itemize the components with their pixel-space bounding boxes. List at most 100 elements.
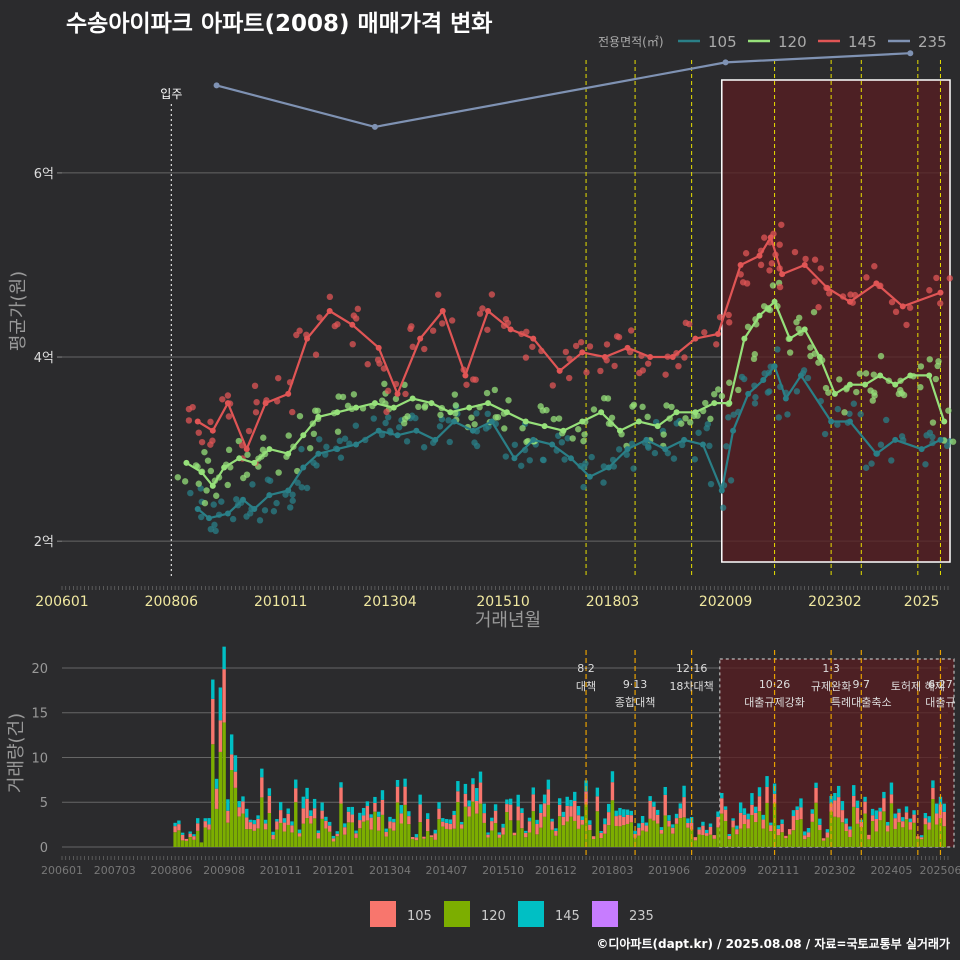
volume-bar <box>305 818 309 847</box>
scatter-point <box>296 412 304 420</box>
series-point-145 <box>873 280 880 287</box>
volume-bar <box>693 840 698 847</box>
volume-bar <box>324 816 328 821</box>
scatter-point <box>240 474 247 482</box>
series-point-145 <box>285 390 292 397</box>
volume-bar <box>765 776 769 787</box>
scatter-point <box>298 484 305 491</box>
scatter-point <box>572 342 580 350</box>
volume-bar <box>316 832 321 839</box>
scatter-point <box>334 428 342 435</box>
volume-bar <box>512 835 517 847</box>
scatter-point <box>384 387 392 395</box>
volume-bar <box>486 832 490 835</box>
volume-bar <box>934 803 939 814</box>
volume-bar <box>870 821 875 847</box>
volume-bar <box>226 822 230 847</box>
scatter-point <box>682 415 689 422</box>
volume-bar <box>331 835 336 839</box>
volume-bar <box>373 811 377 847</box>
series-point-105 <box>375 427 382 434</box>
scatter-point <box>378 431 386 439</box>
volume-bar <box>361 807 366 816</box>
volume-bar <box>931 787 935 800</box>
scatter-point <box>326 293 334 301</box>
scatter-point <box>681 354 688 361</box>
scatter-point <box>583 369 590 376</box>
volume-bar <box>754 806 758 813</box>
scatter-point <box>726 319 733 326</box>
scatter-point <box>519 424 526 432</box>
volume-bar <box>441 821 445 827</box>
volume-bar <box>565 821 569 847</box>
volume-bar <box>667 820 671 827</box>
volume-bar <box>576 806 581 816</box>
volume-bar <box>327 825 332 832</box>
volume-bar <box>720 798 724 814</box>
scatter-point <box>245 427 253 435</box>
volume-bar <box>655 823 660 847</box>
volume-bar <box>655 809 660 815</box>
volume-bar <box>923 824 928 847</box>
volume-bar <box>878 811 882 821</box>
scatter-point <box>582 460 589 467</box>
scatter-point <box>518 462 525 469</box>
volume-bar <box>742 814 747 825</box>
scatter-point <box>201 448 208 456</box>
volume-bar <box>761 814 765 820</box>
x-tick-label: 200806 <box>150 864 192 877</box>
volume-bar <box>652 806 656 821</box>
volume-bar <box>531 787 535 795</box>
volume-bar <box>196 823 200 831</box>
scatter-point <box>402 390 409 398</box>
volume-bar <box>840 822 845 847</box>
volume-bar <box>840 801 845 811</box>
volume-bar <box>324 820 328 829</box>
series-point-105 <box>643 436 650 443</box>
scatter-point <box>409 343 416 351</box>
legend-bottom: 105 120 145 235 <box>370 901 654 927</box>
volume-bar <box>546 779 551 790</box>
volume-bar <box>486 834 490 838</box>
volume-bar <box>867 839 871 847</box>
volume-bar <box>456 791 460 803</box>
volume-bar <box>237 816 241 847</box>
scatter-point <box>294 479 301 486</box>
volume-bar <box>516 820 520 847</box>
scatter-point <box>370 415 377 422</box>
legend-label: 120 <box>778 33 807 51</box>
volume-bar <box>395 802 400 847</box>
volume-bar <box>799 819 803 847</box>
scatter-point <box>926 429 934 436</box>
volume-bar <box>742 824 747 847</box>
volume-bar <box>542 794 547 804</box>
y-tick-label: 4억 <box>34 351 54 366</box>
volume-bar <box>814 782 818 788</box>
scatter-point <box>352 422 360 429</box>
scatter-point <box>807 352 814 360</box>
volume-bar <box>346 822 351 847</box>
volume-bar <box>882 811 886 847</box>
volume-bar <box>309 815 313 824</box>
volume-bar <box>373 802 377 812</box>
policy-date: 9·7 <box>853 678 871 691</box>
x-tick-label: 200908 <box>203 864 245 877</box>
volume-bar <box>320 802 324 811</box>
volume-bar <box>799 798 803 808</box>
scatter-point <box>590 406 598 413</box>
series-point-145 <box>756 252 763 259</box>
volume-bar <box>610 800 615 847</box>
volume-bar <box>286 813 290 825</box>
series-point-120 <box>485 400 492 407</box>
scatter-point <box>735 386 742 394</box>
volume-bar <box>584 804 588 847</box>
series-point-105 <box>605 464 612 471</box>
volume-bar <box>878 807 882 812</box>
volume-bar <box>192 834 196 837</box>
volume-bar <box>757 811 762 847</box>
scatter-point <box>445 417 452 424</box>
volume-bar <box>410 838 415 847</box>
volume-bar <box>444 819 449 823</box>
scatter-point <box>900 391 908 399</box>
volume-bar <box>757 796 762 812</box>
